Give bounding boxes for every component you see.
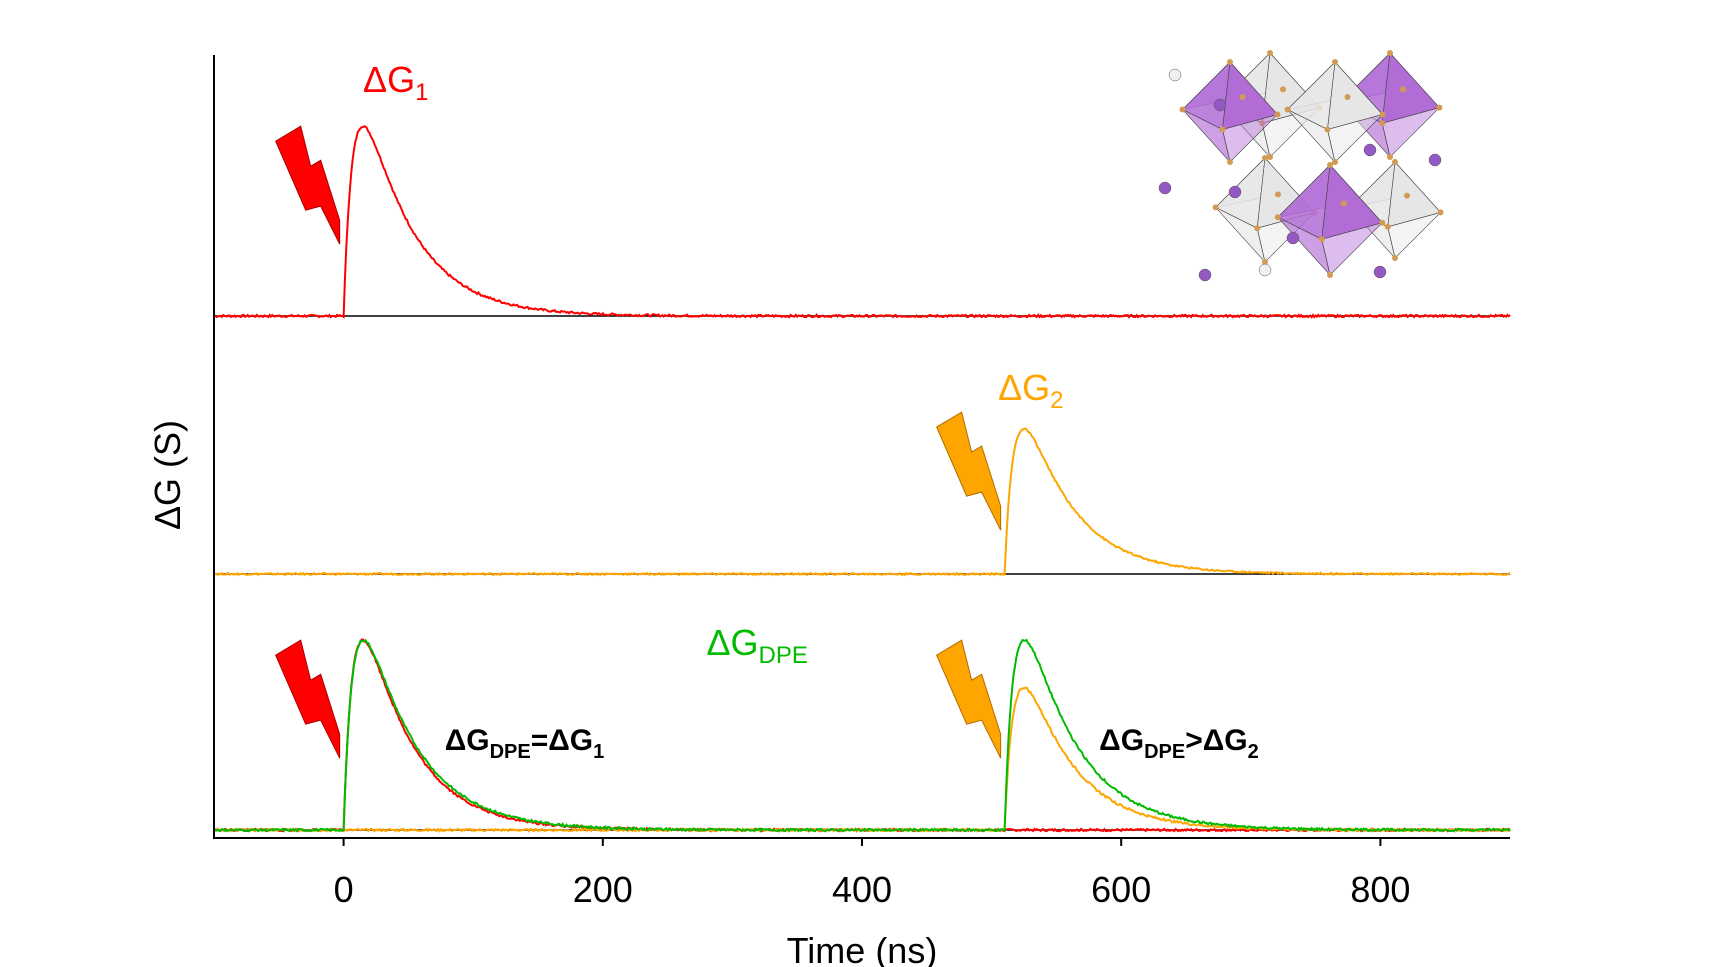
x-tick-label: 600 bbox=[1091, 869, 1151, 910]
series-label: ΔGDPE>ΔG2 bbox=[1099, 724, 1259, 763]
series-label: ΔGDPE bbox=[706, 622, 807, 669]
atom bbox=[1286, 231, 1300, 245]
atom bbox=[1198, 268, 1212, 282]
x-tick-label: 800 bbox=[1350, 869, 1410, 910]
atom bbox=[1168, 68, 1182, 82]
flash-icon bbox=[275, 125, 341, 245]
octahedron bbox=[1274, 162, 1386, 278]
series-line bbox=[213, 427, 1511, 577]
atom bbox=[1213, 98, 1227, 112]
series-label: ΔGDPE=ΔG1 bbox=[445, 724, 605, 763]
series-label: ΔG2 bbox=[998, 367, 1063, 414]
flash-icon bbox=[275, 639, 341, 759]
atom bbox=[1258, 263, 1272, 277]
series-line bbox=[213, 638, 1511, 833]
chart-panels: ΔG1 ΔG2 ΔGDPE ΔGDPE=ΔG1 ΔGDPE>ΔG2 bbox=[213, 59, 1511, 833]
panel-top: ΔG1 bbox=[213, 59, 1511, 319]
x-axis-label: Time (ns) bbox=[787, 930, 938, 967]
atom bbox=[1158, 181, 1172, 195]
series-label: ΔG1 bbox=[363, 59, 428, 106]
perovskite-structure-inset bbox=[1158, 50, 1444, 282]
y-axis-label: ΔG (S) bbox=[147, 420, 188, 530]
series-line bbox=[213, 125, 1511, 319]
panel-middle: ΔG2 bbox=[213, 367, 1511, 577]
flash-icon bbox=[936, 639, 1002, 759]
panel-bottom: ΔGDPE ΔGDPE=ΔG1 ΔGDPE>ΔG2 bbox=[213, 622, 1511, 833]
series-line bbox=[213, 686, 1511, 833]
x-tick-label: 400 bbox=[832, 869, 892, 910]
atom bbox=[1373, 265, 1387, 279]
chart-axes: 0 200 400 600 800 Time (ns) ΔG (S) bbox=[147, 55, 1510, 967]
atom bbox=[1228, 185, 1242, 199]
atom bbox=[1363, 143, 1377, 157]
octahedron bbox=[1284, 59, 1386, 165]
octahedron bbox=[1179, 59, 1281, 165]
atom bbox=[1428, 153, 1442, 167]
series-line bbox=[213, 638, 1511, 833]
flash-icon bbox=[936, 411, 1002, 531]
x-tick-label: 200 bbox=[573, 869, 633, 910]
x-ticks: 0 200 400 600 800 bbox=[334, 838, 1410, 910]
x-tick-label: 0 bbox=[334, 869, 354, 910]
